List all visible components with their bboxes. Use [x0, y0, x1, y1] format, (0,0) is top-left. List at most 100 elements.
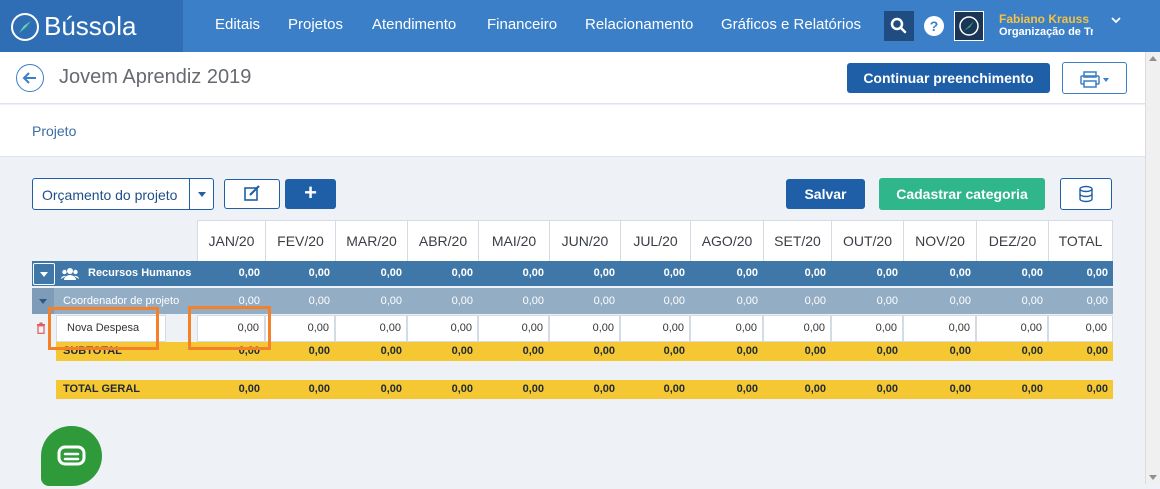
top-navbar: Bússola Editais Projetos Atendimento Fin…	[0, 0, 1160, 52]
search-icon	[890, 17, 907, 34]
highlight-box-expense-name	[48, 307, 159, 350]
table-row-subtotal: SUBTOTAL 0,00 0,00 0,00 0,00 0,00 0,00 0…	[56, 342, 1113, 361]
table-cell: 0,00	[451, 383, 473, 395]
table-cell: 0,00	[522, 383, 544, 395]
chevron-down-icon[interactable]	[1110, 15, 1122, 25]
expense-value-input[interactable]: 0,00	[265, 315, 335, 342]
table-header-row: JAN/20 FEV/20 MAR/20 ABR/20 MAI/20 JUN/2…	[197, 220, 1113, 261]
arrow-left-icon	[22, 72, 36, 84]
user-organization[interactable]: Organização de Tre	[999, 26, 1093, 38]
expense-total-cell: 0,00	[1048, 315, 1113, 342]
printer-icon	[1080, 71, 1109, 88]
scroll-up-icon[interactable]	[1149, 56, 1157, 61]
chat-widget-button[interactable]	[41, 426, 102, 486]
table-cell: 0,00	[238, 295, 260, 307]
save-button[interactable]: Salvar	[786, 179, 865, 209]
table-cell: 0,00	[593, 383, 615, 395]
app-logo[interactable]: Bússola	[0, 0, 183, 52]
table-cell: 0,00	[949, 267, 971, 279]
avatar[interactable]	[954, 11, 984, 41]
nav-relacionamento[interactable]: Relacionamento	[585, 16, 694, 33]
table-cell: 0,00	[804, 383, 826, 395]
collapse-toggle[interactable]	[33, 263, 55, 285]
table-cell: 0,00	[804, 345, 826, 357]
trash-icon[interactable]	[36, 322, 46, 334]
highlight-box-expense-value	[188, 306, 271, 350]
table-row-expense: Nova Despesa 0,00 0,00 0,00 0,00 0,00 0,…	[32, 315, 1113, 342]
register-category-button[interactable]: Cadastrar categoria	[879, 178, 1045, 210]
compass-icon	[11, 13, 39, 41]
expense-value-input[interactable]: 0,00	[620, 315, 690, 342]
nav-graficos-relatorios[interactable]: Gráficos e Relatórios	[721, 16, 862, 33]
nav-editais[interactable]: Editais	[215, 16, 261, 33]
table-cell: 0,00	[736, 345, 758, 357]
table-cell: 0,00	[949, 295, 971, 307]
column-header: ABR/20	[407, 220, 478, 261]
table-cell: 0,00	[593, 295, 615, 307]
expense-value-input[interactable]: 0,00	[903, 315, 976, 342]
table-cell: 0,00	[1021, 383, 1043, 395]
table-cell: 0,00	[522, 267, 544, 279]
expense-value-input[interactable]: 0,00	[335, 315, 407, 342]
nav-atendimento[interactable]: Atendimento	[372, 16, 457, 33]
table-cell: 0,00	[593, 267, 615, 279]
expense-value-input[interactable]: 0,00	[478, 315, 549, 342]
compass-icon	[959, 16, 979, 36]
table-cell: 0,00	[876, 267, 898, 279]
chat-icon	[57, 445, 86, 466]
table-cell: 0,00	[949, 345, 971, 357]
page-title: Jovem Aprendiz 2019	[59, 66, 252, 88]
expense-value-input[interactable]: 0,00	[976, 315, 1048, 342]
scrollbar[interactable]	[1145, 52, 1160, 484]
table-row-group: Recursos Humanos 0,00 0,00 0,00 0,00 0,0…	[32, 261, 1113, 286]
nav-projetos[interactable]: Projetos	[288, 16, 344, 33]
database-button[interactable]	[1060, 178, 1112, 210]
print-button[interactable]	[1062, 62, 1127, 94]
table-cell: 0,00	[876, 345, 898, 357]
column-header: JUL/20	[620, 220, 690, 261]
budget-select-toggle[interactable]	[189, 179, 213, 209]
table-cell: 0,00	[380, 295, 402, 307]
edit-button[interactable]	[224, 179, 280, 209]
continue-button[interactable]: Continuar preenchimento	[847, 63, 1050, 93]
expense-value-input[interactable]: 0,00	[690, 315, 763, 342]
expense-value-input[interactable]: 0,00	[549, 315, 620, 342]
table-cell: 0,00	[522, 345, 544, 357]
add-button[interactable]: +	[285, 179, 336, 209]
table-cell: 0,00	[238, 267, 260, 279]
search-button[interactable]	[884, 11, 914, 41]
column-header: NOV/20	[903, 220, 976, 261]
column-header: OUT/20	[831, 220, 903, 261]
users-icon	[61, 268, 79, 280]
scroll-down-icon[interactable]	[1149, 475, 1157, 480]
table-cell: 0,00	[380, 383, 402, 395]
column-header: MAI/20	[478, 220, 549, 261]
table-cell: 0,00	[1021, 295, 1043, 307]
expense-name-input[interactable]: Nova Despesa	[56, 315, 166, 342]
table-row-subgroup: Coordenador de projeto 0,00 0,00 0,00 0,…	[32, 288, 1113, 314]
back-button[interactable]	[16, 64, 44, 92]
nav-financeiro[interactable]: Financeiro	[487, 16, 558, 33]
table-cell: 0,00	[876, 383, 898, 395]
table-cell: 0,00	[308, 345, 330, 357]
table-cell: 0,00	[663, 383, 685, 395]
expense-value-input[interactable]: 0,00	[763, 315, 831, 342]
table-row-total-geral: TOTAL GERAL 0,00 0,00 0,00 0,00 0,00 0,0…	[56, 380, 1113, 399]
edit-icon	[244, 185, 260, 201]
expense-value-input[interactable]: 0,00	[197, 315, 265, 342]
expense-value-input[interactable]: 0,00	[407, 315, 478, 342]
table-cell: 0,00	[380, 345, 402, 357]
budget-select[interactable]: Orçamento do projeto	[32, 178, 214, 210]
table-cell: 0,00	[736, 267, 758, 279]
table-cell: 0,00	[522, 295, 544, 307]
total-geral-label: TOTAL GERAL	[63, 383, 140, 395]
expense-value-input[interactable]: 0,00	[831, 315, 903, 342]
table-cell: 0,00	[1086, 383, 1108, 395]
database-icon	[1079, 185, 1093, 203]
breadcrumb[interactable]: Projeto	[32, 123, 77, 139]
help-icon[interactable]: ?	[924, 16, 944, 36]
user-name[interactable]: Fabiano Krauss	[999, 12, 1090, 26]
table-cell: 0,00	[1086, 345, 1108, 357]
table-cell: 0,00	[663, 295, 685, 307]
app-name: Bússola	[44, 11, 137, 41]
